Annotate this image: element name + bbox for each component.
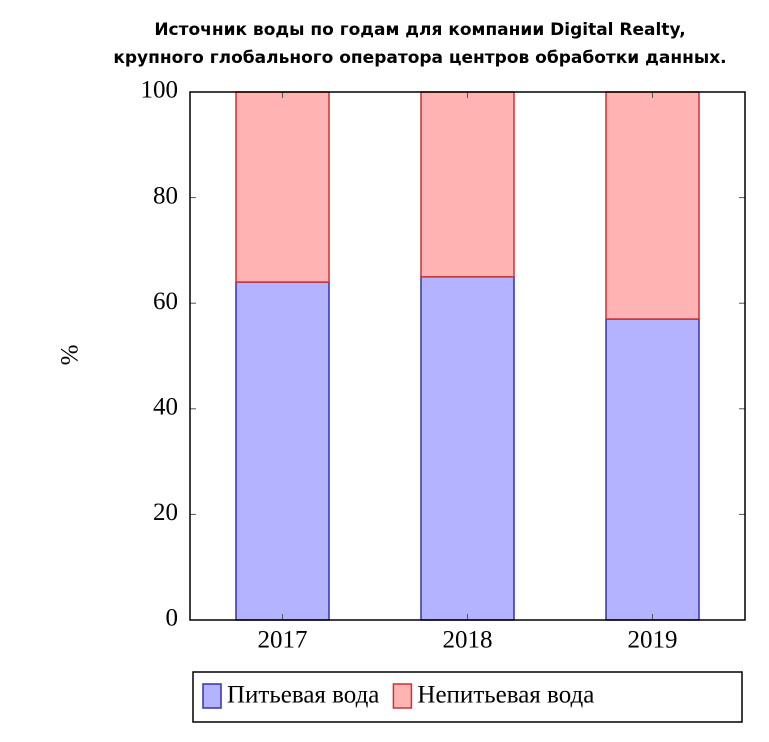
y-axis-label: %: [57, 345, 84, 366]
bar-segment: [420, 91, 515, 278]
legend-box: [192, 671, 743, 723]
y-tick-label: 60: [153, 288, 178, 315]
bar-segment: [605, 318, 700, 621]
x-tick-label: 2019: [628, 627, 678, 654]
plot-frame: [189, 91, 746, 621]
y-tick-label: 0: [166, 605, 179, 632]
x-tick-label: 2018: [443, 627, 493, 654]
x-tick-label: 2017: [258, 627, 308, 654]
legend-label: Непитьевая вода: [417, 682, 594, 709]
legend-swatch: [392, 683, 413, 709]
chart-title: Источник воды по годам для компании Digi…: [154, 20, 685, 40]
y-tick-label: 40: [153, 394, 178, 421]
y-tick-label: 100: [141, 77, 179, 104]
bar-segment: [235, 281, 330, 621]
bar-segment: [605, 91, 700, 320]
bar-segment: [420, 276, 515, 621]
y-tick-label: 20: [153, 499, 178, 526]
bar-segment: [235, 91, 330, 283]
y-tick-label: 80: [153, 182, 178, 209]
legend-label: Питьевая вода: [227, 682, 379, 709]
chart-title: крупного глобального оператора центров о…: [113, 48, 726, 68]
legend-swatch: [202, 683, 222, 709]
